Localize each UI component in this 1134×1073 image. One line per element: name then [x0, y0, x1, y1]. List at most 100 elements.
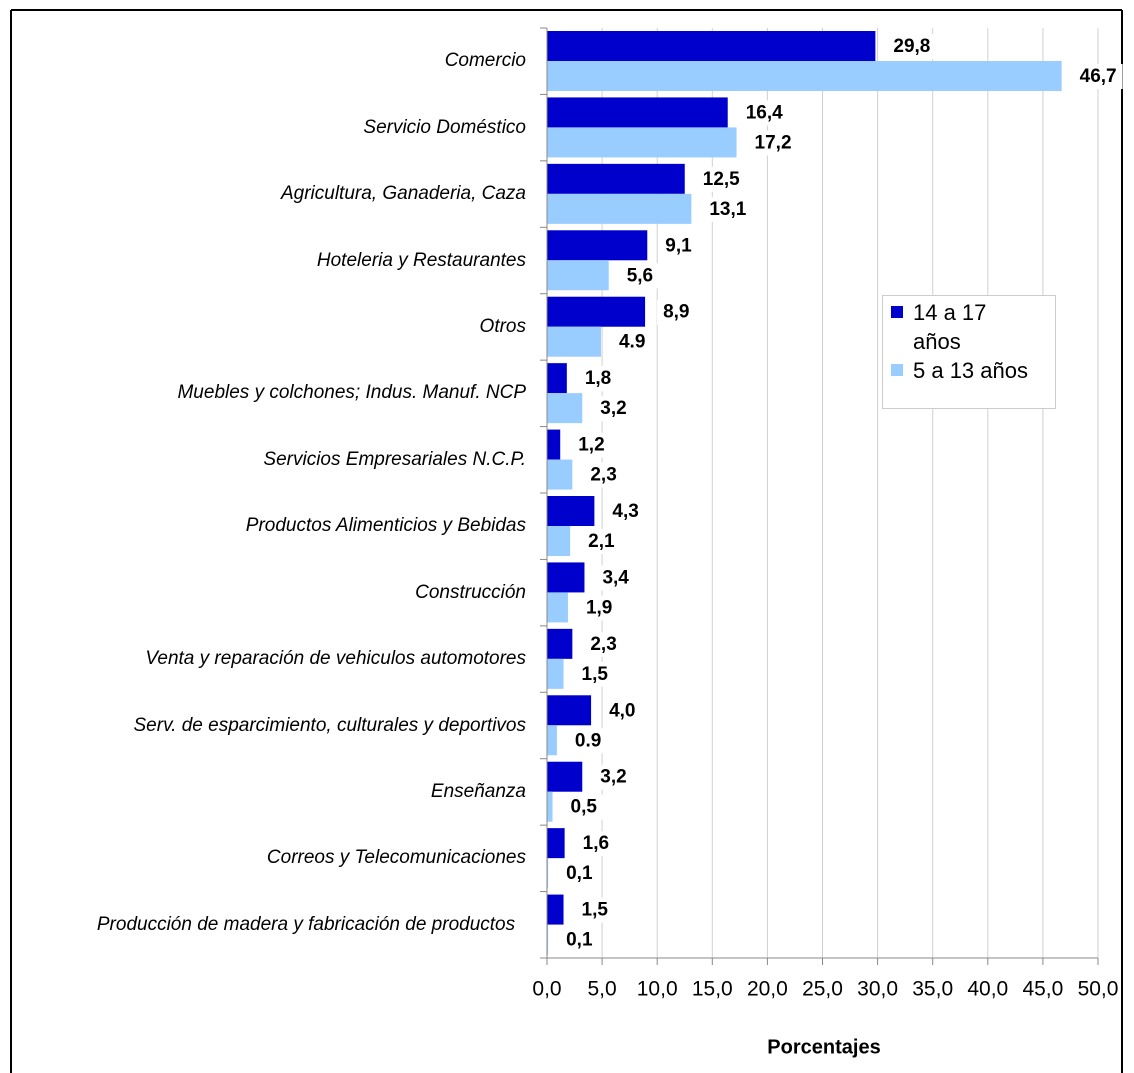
x-tick-label: 50,0 [1078, 978, 1119, 1001]
value-label-bg [596, 565, 636, 591]
value-label: 12,5 [703, 169, 740, 190]
value-label: 1,5 [582, 664, 609, 685]
category-label: Agricultura, Ganaderia, Caza [280, 183, 526, 205]
value-label: 1,2 [578, 435, 604, 456]
bar [547, 562, 585, 593]
value-label: 1,6 [583, 833, 609, 854]
x-tick-label: 5,0 [587, 978, 616, 1001]
bar [547, 628, 573, 659]
legend-entry: 5 a 13 años [891, 356, 1033, 385]
value-label-bg [659, 233, 699, 259]
x-tick-label: 15,0 [692, 978, 733, 1001]
value-label: 3,4 [602, 567, 629, 588]
value-label: 13,1 [709, 199, 746, 220]
bar [547, 429, 561, 460]
category-label: Producción de madera y fabricación de pr… [96, 913, 516, 935]
value-label: 17,2 [755, 132, 792, 153]
value-label: 8,9 [663, 302, 689, 323]
bar [547, 31, 876, 61]
x-tick-label: 0,0 [532, 978, 561, 1001]
legend-swatch [891, 306, 903, 318]
bar [547, 526, 571, 556]
bar [547, 326, 601, 357]
x-tick-label: 30,0 [857, 978, 898, 1001]
x-tick-label: 35,0 [912, 978, 953, 1001]
value-label-bg [568, 728, 608, 754]
x-tick-label: 45,0 [1022, 978, 1063, 1001]
value-label-bg [1073, 64, 1123, 90]
bar [547, 695, 592, 726]
bar [547, 924, 549, 955]
value-label-bg [575, 897, 615, 923]
bar [547, 393, 583, 424]
value-label: 2,3 [590, 634, 616, 655]
bar [547, 858, 549, 889]
bar [547, 459, 573, 490]
value-label-bg [578, 366, 618, 392]
bar [547, 828, 565, 859]
bar [547, 230, 648, 261]
value-label-bg [594, 764, 633, 790]
value-label-bg [576, 831, 616, 857]
bar [547, 592, 568, 623]
category-label: Otros [479, 315, 526, 337]
value-label-bg [606, 499, 645, 525]
value-label: 4,3 [612, 501, 638, 522]
bar [547, 127, 737, 158]
value-label: 2,3 [590, 465, 616, 486]
value-label: 0,5 [571, 797, 598, 818]
value-label-bg [594, 396, 633, 422]
category-label: Muebles y colchones; Indus. Manuf. NCP [177, 382, 526, 404]
value-label-bg [620, 263, 660, 289]
value-label: 9,1 [665, 235, 692, 256]
x-tick-label: 20,0 [747, 978, 788, 1001]
x-tick-label: 25,0 [802, 978, 843, 1001]
value-label: 2,1 [588, 531, 615, 552]
bar [547, 894, 564, 925]
x-axis-label: Porcentajes [767, 1036, 880, 1058]
value-label: 0,1 [566, 863, 593, 884]
value-label-bg [739, 100, 790, 126]
value-label: 46,7 [1080, 66, 1117, 87]
value-label-bg [887, 34, 937, 60]
x-tick-label: 10,0 [637, 978, 678, 1001]
value-label: 1,5 [582, 900, 609, 921]
category-label: Venta y reparación de vehiculos automoto… [145, 648, 526, 670]
value-label-bg [584, 462, 623, 488]
category-label: Enseñanza [430, 780, 526, 802]
value-label: 1,8 [585, 368, 611, 389]
bar [547, 296, 646, 327]
value-label: 16,4 [746, 102, 783, 123]
category-label: Servicios Empresariales N.C.P. [263, 448, 526, 470]
value-label-bg [657, 299, 696, 325]
bar [547, 658, 564, 689]
bar [547, 260, 609, 291]
value-label-bg [564, 794, 604, 820]
value-label-bg [572, 432, 611, 458]
value-label-bg [560, 861, 599, 887]
value-label-bg [748, 130, 798, 156]
value-label: 4,0 [609, 700, 635, 721]
value-label: 29,8 [893, 36, 930, 57]
value-label: 3,2 [600, 398, 626, 419]
bar [547, 97, 728, 128]
legend: 14 a 17 años 5 a 13 años [882, 295, 1056, 409]
bar [547, 163, 685, 194]
legend-entry: 14 a 17 años [891, 298, 1033, 356]
value-label-bg [696, 166, 747, 192]
bar [547, 791, 553, 822]
category-label: Construcción [415, 581, 526, 603]
value-label-bg [579, 595, 619, 621]
value-label: 0,1 [566, 930, 593, 951]
legend-swatch [891, 364, 903, 376]
bar [547, 193, 692, 224]
category-label: Hoteleria y Restaurantes [316, 249, 526, 271]
x-tick-label: 40,0 [967, 978, 1008, 1001]
legend-label: 5 a 13 años [913, 358, 1028, 383]
value-label: 5,6 [627, 265, 653, 286]
value-label-bg [603, 698, 642, 724]
value-label-bg [612, 329, 652, 355]
value-label: 0.9 [575, 730, 601, 751]
